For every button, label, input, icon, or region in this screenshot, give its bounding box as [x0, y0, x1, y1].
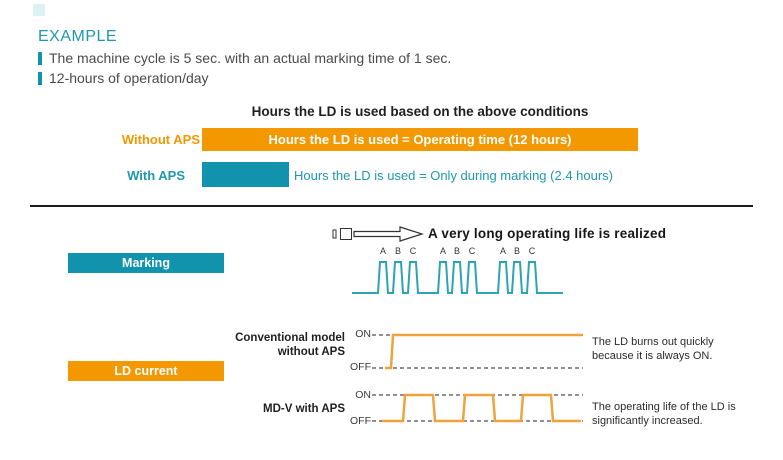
pulse-label: C — [528, 246, 536, 256]
corner-accent-square — [33, 4, 45, 16]
mdv-label: MD-V with APS — [263, 403, 345, 415]
on-label: ON — [355, 328, 371, 340]
marking-label: Marking — [68, 253, 224, 273]
section-divider — [30, 205, 753, 207]
bullet-text: 12-hours of operation/day — [49, 70, 209, 86]
mdv-note: The operating life of the LD is signific… — [592, 401, 736, 428]
bar-with-aps-text: Hours the LD is used = Only during marki… — [294, 168, 614, 183]
mdv-waveform — [372, 393, 583, 423]
bullet-item: 12-hours of operation/day — [38, 70, 209, 86]
pulse-label: C — [409, 246, 417, 256]
conventional-waveform — [372, 333, 583, 370]
pulse-label: B — [453, 246, 460, 256]
bar-without-aps-text: Hours the LD is used = Operating time (1… — [268, 132, 572, 147]
marking-waveform — [352, 261, 563, 294]
bullet-marker-icon — [38, 51, 42, 65]
hours-chart-title: Hours the LD is used based on the above … — [251, 104, 589, 119]
pulse-label: B — [513, 246, 520, 256]
flow-arrow-icon — [332, 226, 424, 242]
pulse-label: B — [394, 246, 401, 256]
pulse-label: C — [468, 246, 476, 256]
pulse-label: A — [499, 246, 506, 256]
conventional-label-line1: Conventional model — [235, 332, 345, 344]
pulse-label: A — [439, 246, 446, 256]
conventional-note-line2: because it is always ON. — [592, 349, 713, 362]
off-label: OFF — [350, 415, 371, 427]
bullet-item: The machine cycle is 5 sec. with an actu… — [38, 50, 451, 66]
pulse-label: A — [379, 246, 386, 256]
example-heading: EXAMPLE — [38, 28, 118, 45]
bullet-marker-icon — [38, 71, 42, 85]
row-label-with-aps: With APS — [127, 168, 185, 183]
conventional-label-line2: without APS — [277, 346, 345, 358]
mdv-note-line1: The operating life of the LD is — [592, 401, 736, 413]
conventional-note-line1: The LD burns out quickly — [592, 336, 714, 348]
bar-without-aps: Hours the LD is used = Operating time (1… — [202, 128, 638, 151]
conventional-note: The LD burns out quickly because it is a… — [592, 336, 714, 363]
bullet-text: The machine cycle is 5 sec. with an actu… — [49, 50, 452, 66]
flow-caption: A very long operating life is realized — [428, 226, 667, 241]
row-label-without-aps: Without APS — [121, 132, 200, 147]
off-label: OFF — [350, 361, 371, 373]
mdv-note-line2: significantly increased. — [592, 414, 703, 427]
ld-current-label: LD current — [68, 361, 224, 381]
conventional-label: Conventional model without APS — [205, 331, 345, 359]
on-label: ON — [355, 389, 371, 401]
bar-with-aps — [202, 162, 289, 187]
